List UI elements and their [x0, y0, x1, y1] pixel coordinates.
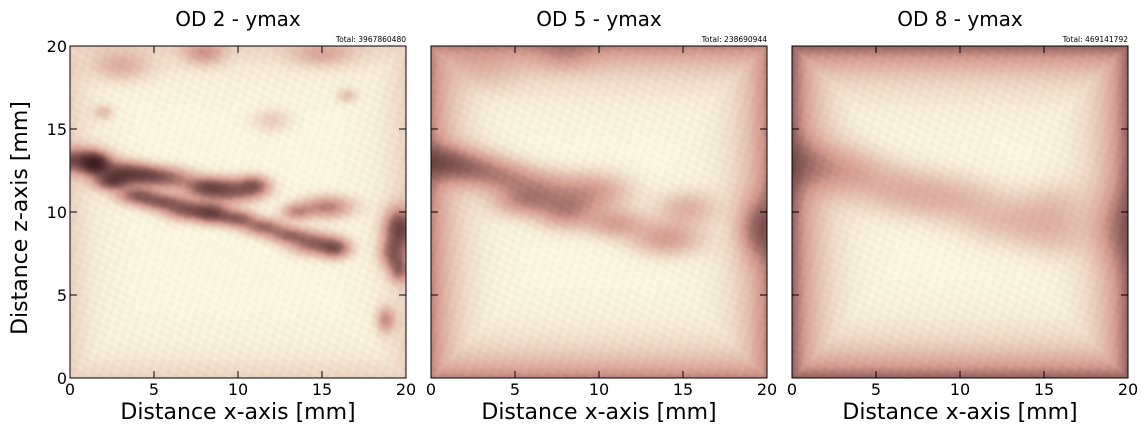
- heatmap-image: [70, 46, 406, 378]
- shared-y-axis-label: Distance z-axis [mm]: [8, 101, 33, 335]
- axis-ticks: 0 5 10 15 20: [426, 45, 777, 399]
- panel-title: OD 5 - ymax: [536, 7, 662, 31]
- x-tick-label: 5: [871, 380, 881, 399]
- axis-ticks: 0 5 10 15 20 0 5 10 15 20: [47, 37, 417, 399]
- x-tick-label: 5: [510, 380, 520, 399]
- heatmap-image: [431, 46, 767, 378]
- total-annotation: Total: 238690944: [701, 35, 768, 44]
- axis-ticks: 0 5 10 15 20: [787, 45, 1138, 399]
- x-tick-label: 20: [757, 380, 777, 399]
- y-tick-label: 10: [47, 203, 67, 222]
- y-tick-label: 0: [57, 369, 67, 388]
- x-tick-label: 10: [228, 380, 248, 399]
- heatmap-image: [792, 46, 1128, 378]
- y-tick-label: 20: [47, 37, 67, 56]
- x-tick-label: 20: [396, 380, 416, 399]
- y-tick-label: 5: [57, 286, 67, 305]
- x-tick-label: 15: [1034, 380, 1054, 399]
- x-tick-label: 0: [65, 380, 75, 399]
- x-tick-label: 15: [673, 380, 693, 399]
- panel-od8: OD 8 - ymax Total: 469141792 0 5 10 15 20 Di…: [787, 7, 1138, 425]
- x-tick-label: 0: [787, 380, 797, 399]
- x-tick-label: 0: [426, 380, 436, 399]
- x-axis-label: Distance x-axis [mm]: [120, 400, 355, 425]
- panel-od2: OD 2 - ymax Total: 3967860480 0 5 10 15 20 0 5…: [47, 7, 417, 425]
- y-tick-label: 15: [47, 120, 67, 139]
- x-tick-label: 15: [312, 380, 332, 399]
- x-tick-label: 10: [589, 380, 609, 399]
- x-tick-label: 5: [149, 380, 159, 399]
- total-annotation: Total: 3967860480: [335, 35, 406, 44]
- panel-od5: OD 5 - ymax Total: 238690944 0 5 10 15 20 Di…: [426, 7, 777, 425]
- panel-title: OD 2 - ymax: [175, 7, 301, 31]
- x-axis-label: Distance x-axis [mm]: [842, 400, 1077, 425]
- x-tick-label: 20: [1118, 380, 1138, 399]
- panel-title: OD 8 - ymax: [897, 7, 1023, 31]
- x-axis-label: Distance x-axis [mm]: [481, 400, 716, 425]
- total-annotation: Total: 469141792: [1062, 35, 1129, 44]
- x-tick-label: 10: [950, 380, 970, 399]
